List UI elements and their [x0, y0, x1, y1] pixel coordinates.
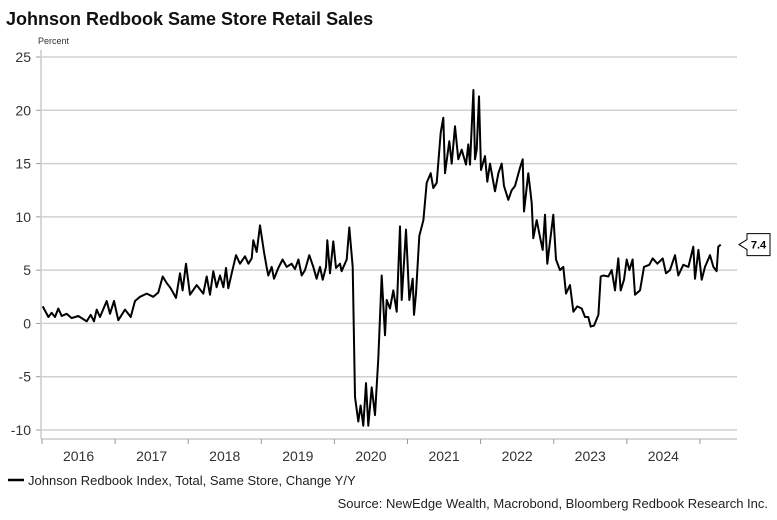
source-note: Source: NewEdge Wealth, Macrobond, Bloom… [338, 496, 768, 511]
y-tick-label: 15 [15, 156, 31, 172]
x-tick-label: 2018 [209, 448, 240, 464]
y-tick-label: -5 [19, 369, 32, 385]
last-value-callout: 7.4 [738, 233, 771, 257]
gridlines [42, 56, 737, 431]
y-tick-label: 5 [23, 262, 31, 278]
x-tick-label: 2021 [428, 448, 459, 464]
last-value-callout-box [738, 233, 771, 257]
x-tick-label: 2020 [355, 448, 386, 464]
x-tick-label: 2017 [136, 448, 167, 464]
last-value-label: 7.4 [751, 240, 767, 252]
y-axis: 25 20 15 10 5 0 -5 -10 [11, 49, 42, 439]
x-tick-label: 2022 [502, 448, 533, 464]
x-axis: 2016 2017 2018 2019 2020 2021 2022 2023 2024 [41, 438, 737, 464]
legend: Johnson Redbook Index, Total, Same Store… [8, 473, 356, 488]
legend-label: Johnson Redbook Index, Total, Same Store… [28, 473, 356, 488]
y-tick-label: 25 [15, 49, 31, 65]
y-axis-label: Percent [38, 36, 70, 46]
y-tick-label: -10 [11, 422, 31, 438]
x-tick-label: 2024 [648, 448, 679, 464]
series-line [41, 89, 722, 427]
y-tick-label: 20 [15, 102, 31, 118]
x-tick-label: 2016 [63, 448, 94, 464]
x-tick-label: 2023 [575, 448, 606, 464]
series-layer [41, 89, 722, 427]
x-tick-label: 2019 [282, 448, 313, 464]
y-tick-label: 10 [15, 209, 31, 225]
y-tick-label: 0 [23, 315, 31, 331]
chart-title: Johnson Redbook Same Store Retail Sales [6, 9, 373, 29]
